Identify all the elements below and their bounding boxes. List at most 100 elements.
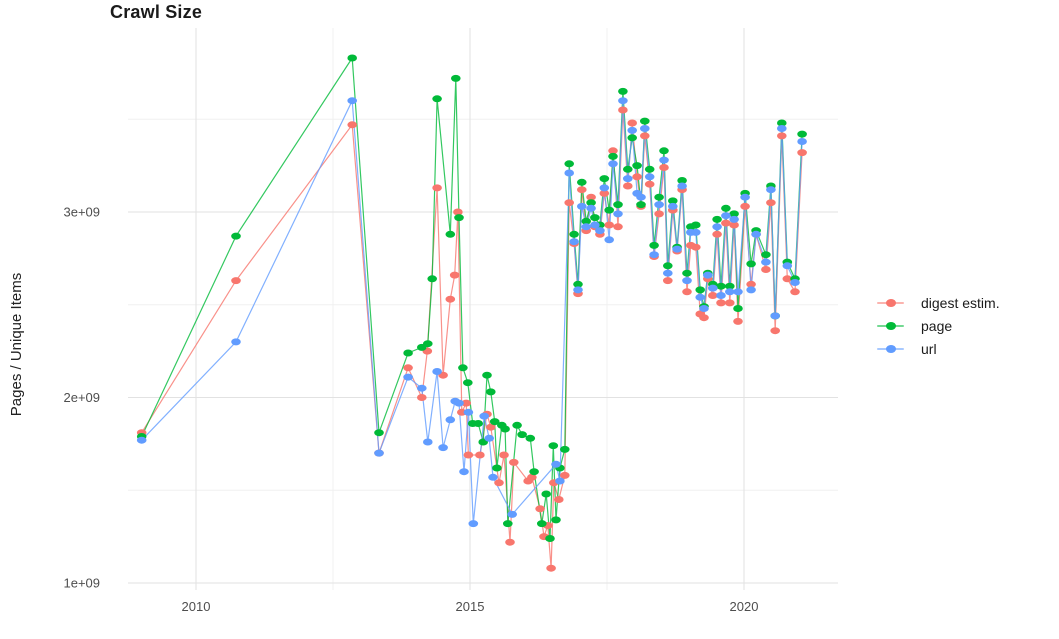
- data-point-digestestim: [231, 277, 241, 285]
- data-point-page: [682, 269, 692, 277]
- data-point-page: [777, 119, 787, 127]
- data-point-url: [708, 284, 718, 292]
- data-point-url: [577, 202, 587, 210]
- data-point-page: [604, 206, 614, 214]
- y-tick-label: 3e+09: [63, 205, 100, 220]
- legend-label: url: [921, 340, 937, 357]
- data-point-url: [581, 223, 591, 231]
- data-point-url: [488, 473, 498, 481]
- data-point-digestestim: [577, 186, 587, 194]
- data-point-digestestim: [699, 314, 709, 322]
- data-point-url: [604, 236, 614, 244]
- data-point-url: [564, 169, 574, 177]
- data-point-digestestim: [560, 471, 570, 479]
- data-point-digestestim: [797, 149, 807, 157]
- data-point-digestestim: [608, 147, 618, 155]
- data-point-url: [668, 202, 678, 210]
- data-point-digestestim: [770, 327, 780, 335]
- data-point-page: [486, 388, 496, 396]
- data-point-url: [613, 210, 623, 218]
- data-point-url: [586, 204, 596, 212]
- data-point-page: [445, 230, 456, 238]
- data-point-digestestim: [659, 164, 669, 171]
- series-line-url: [141, 98, 803, 524]
- data-point-url: [663, 269, 673, 277]
- data-point-digestestim: [663, 277, 673, 285]
- data-point-url: [454, 399, 464, 407]
- data-point-digestestim: [586, 193, 596, 201]
- data-point-page: [231, 232, 241, 240]
- data-point-page: [537, 520, 547, 528]
- data-point-page: [618, 87, 628, 95]
- data-point-url: [790, 279, 800, 286]
- data-point-url: [403, 373, 413, 381]
- data-point-page: [627, 134, 637, 142]
- data-point-page: [551, 516, 561, 524]
- data-point-page: [451, 74, 461, 82]
- data-point-page: [517, 431, 527, 439]
- data-point-url: [740, 193, 750, 201]
- data-point-digestestim: [712, 230, 722, 238]
- data-point-page: [654, 193, 664, 201]
- data-point-page: [695, 286, 705, 294]
- data-point-page: [347, 54, 358, 62]
- data-point-digestestim: [457, 408, 467, 416]
- data-point-page: [569, 230, 579, 238]
- data-point-url: [766, 186, 776, 194]
- data-point-page: [632, 162, 642, 170]
- data-point-digestestim: [403, 364, 413, 372]
- data-point-page: [644, 165, 655, 173]
- data-point-digestestim: [499, 451, 509, 459]
- data-point-url: [445, 416, 456, 424]
- data-point-page: [640, 117, 650, 125]
- data-point-url: [627, 126, 637, 134]
- data-point-url: [751, 230, 761, 238]
- data-point-url: [468, 520, 479, 528]
- data-point-digestestim: [721, 219, 731, 227]
- data-point-url: [374, 449, 384, 457]
- data-point-page: [423, 340, 433, 348]
- data-point-page: [649, 241, 659, 249]
- data-point-digestestim: [564, 199, 574, 207]
- data-point-url: [599, 184, 610, 192]
- x-tick-label: 2010: [182, 599, 211, 614]
- data-point-page: [432, 95, 442, 103]
- data-point-page: [599, 175, 610, 183]
- data-point-digestestim: [716, 299, 726, 307]
- data-point-url: [654, 201, 664, 209]
- data-point-url: [703, 271, 713, 279]
- data-point-page: [586, 199, 596, 207]
- data-point-url: [423, 438, 433, 446]
- data-point-url: [777, 125, 787, 132]
- data-point-url: [507, 510, 517, 518]
- data-point-digestestim: [554, 496, 564, 503]
- data-point-page: [577, 178, 587, 186]
- data-point-digestestim: [546, 564, 556, 572]
- data-point-url: [136, 436, 147, 444]
- data-point-url: [746, 286, 756, 294]
- data-point-url: [608, 160, 618, 168]
- data-point-page: [668, 197, 678, 205]
- data-point-digestestim: [729, 221, 739, 229]
- data-point-page: [608, 152, 618, 160]
- data-point-digestestim: [733, 317, 743, 325]
- data-point-digestestim: [509, 458, 519, 466]
- data-point-url: [644, 173, 655, 181]
- data-point-digestestim: [691, 243, 701, 251]
- data-point-page: [725, 282, 735, 290]
- data-point-page: [636, 201, 646, 209]
- data-point-url: [770, 312, 780, 320]
- data-point-url: [417, 384, 427, 392]
- data-point-url: [649, 251, 659, 259]
- data-point-page: [761, 251, 771, 259]
- data-point-page: [663, 262, 673, 270]
- data-point-digestestim: [461, 399, 472, 407]
- data-point-url: [659, 156, 669, 164]
- data-point-page: [403, 349, 413, 357]
- data-point-digestestim: [475, 451, 485, 459]
- data-point-page: [564, 160, 574, 168]
- data-point-url: [782, 262, 793, 270]
- legend-key-icon: [877, 321, 904, 331]
- data-point-url: [573, 286, 583, 294]
